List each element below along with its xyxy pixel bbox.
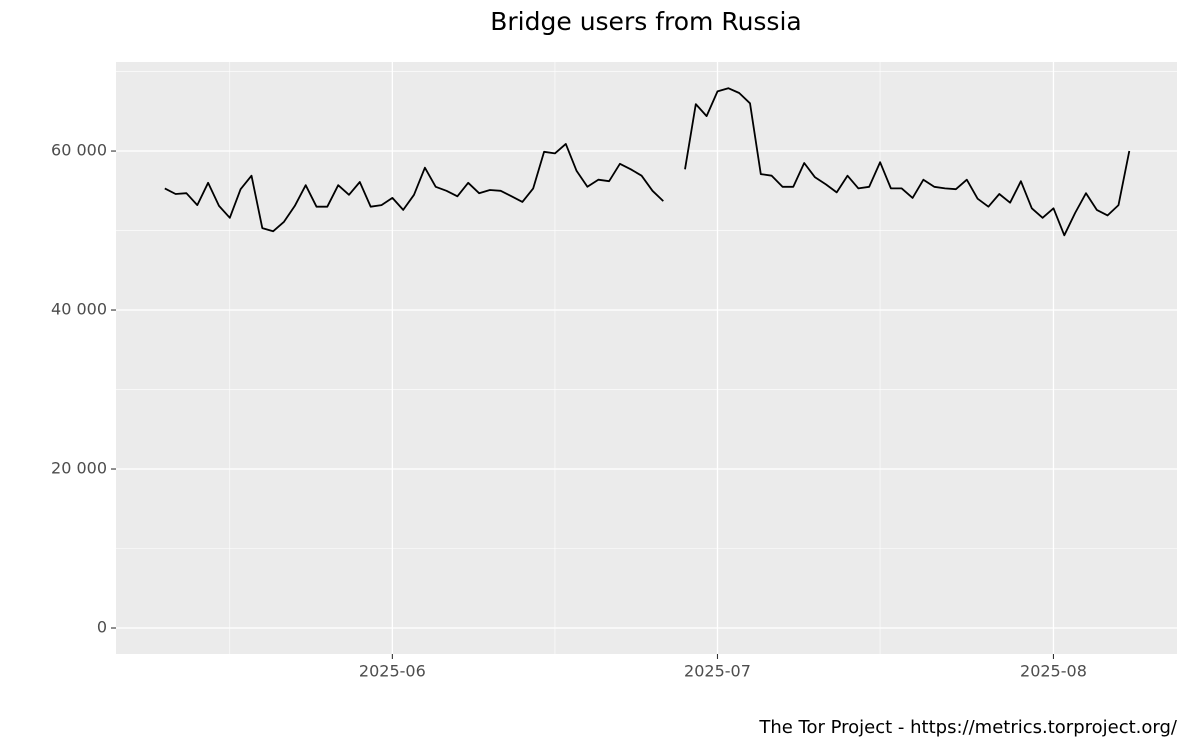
x-tick-label: 2025-07 xyxy=(684,662,751,681)
x-tick-label: 2025-08 xyxy=(1020,662,1087,681)
y-tick-label: 60 000 xyxy=(51,141,107,160)
chart-title: Bridge users from Russia xyxy=(490,7,801,36)
y-tick-label: 20 000 xyxy=(51,459,107,478)
data-line xyxy=(164,87,1131,237)
caption: The Tor Project - https://metrics.torpro… xyxy=(758,717,1178,738)
y-tick-label: 40 000 xyxy=(51,300,107,319)
x-tick-label: 2025-06 xyxy=(359,662,426,681)
y-tick-label: 0 xyxy=(97,618,107,637)
plot-panel xyxy=(116,62,1177,654)
